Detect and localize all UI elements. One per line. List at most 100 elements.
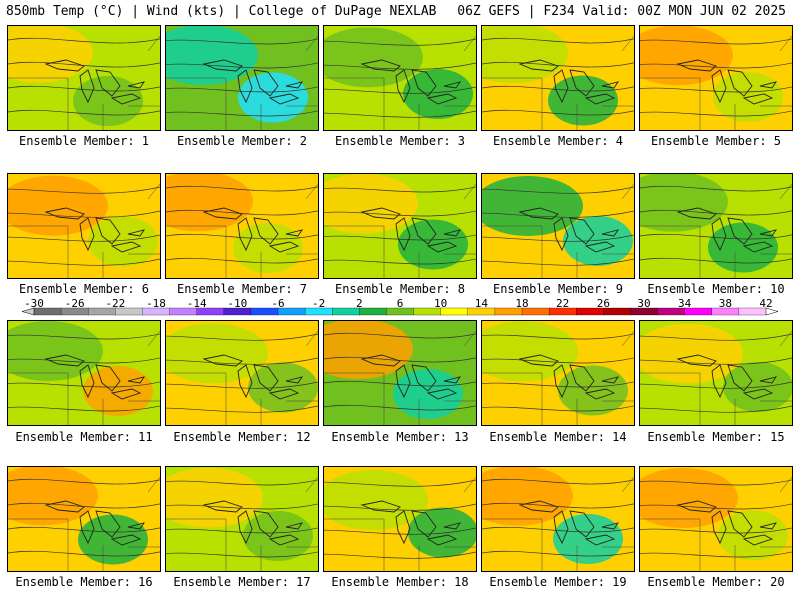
wind-streamline [640, 551, 792, 558]
colorbar-tick-label: -2 [312, 297, 326, 310]
state-borders [640, 330, 792, 425]
wind-streamline [8, 234, 160, 242]
wind-streamline [482, 526, 634, 533]
ensemble-map-5 [639, 25, 793, 131]
wind-streamline [324, 527, 476, 535]
great-lakes-outline [676, 500, 778, 546]
wind-streamline [482, 333, 634, 340]
wind-streamline [8, 381, 160, 388]
wind-streamline [8, 61, 160, 68]
ensemble-member-label: Ensemble Member: 14 [489, 430, 627, 444]
colorbar-tick-label: 22 [556, 297, 570, 310]
temperature-contour-region [8, 26, 93, 83]
ensemble-map-16 [7, 466, 161, 572]
temperature-field-map [324, 174, 476, 278]
ensemble-member-label: Ensemble Member: 19 [489, 575, 627, 589]
temperature-contour-region [8, 175, 108, 236]
wind-streamline [640, 38, 792, 45]
ensemble-member-label: Ensemble Member: 12 [173, 430, 311, 444]
wind-streamline [482, 109, 634, 116]
state-borders [8, 183, 160, 278]
wind-streamline [166, 551, 318, 558]
temperature-field-map [166, 26, 318, 130]
state-borders [482, 35, 634, 130]
temperature-field-map [324, 467, 476, 571]
great-lakes-outline [360, 354, 462, 400]
state-borders [166, 183, 318, 278]
state-borders [482, 330, 634, 425]
state-borders [166, 35, 318, 130]
great-lakes-outline [44, 59, 146, 105]
temperature-field-map [482, 321, 634, 425]
wind-streamline [640, 185, 792, 192]
wind-streamline [8, 186, 160, 194]
wind-streamline [166, 527, 318, 534]
temperature-field-map [482, 26, 634, 130]
wind-streamline [166, 503, 318, 510]
great-lakes-outline [518, 500, 620, 546]
ensemble-map-15 [639, 320, 793, 426]
wind-streamline [166, 209, 318, 216]
temperature-contour-region [640, 26, 733, 86]
temperature-contour-region [243, 511, 313, 561]
temperature-field-map [640, 467, 792, 571]
great-lakes-outline [676, 207, 778, 253]
temperature-contour-region [73, 76, 143, 126]
ensemble-member-label: Ensemble Member: 17 [173, 575, 311, 589]
colorbar-max-arrow [765, 307, 779, 316]
temperature-field-map [324, 26, 476, 130]
wind-streamline [8, 526, 160, 533]
colorbar-tick-label: 18 [515, 297, 529, 310]
ensemble-map-4 [481, 25, 635, 131]
wind-streamline [324, 551, 476, 559]
wind-streamline [640, 233, 792, 240]
wind-streamline [324, 356, 476, 363]
temperature-contour-region [8, 321, 103, 381]
wind-streamline [8, 478, 160, 485]
wind-streamline [324, 258, 476, 265]
ensemble-map-7 [165, 173, 319, 279]
great-lakes-outline [518, 354, 620, 400]
wind-streamline [166, 233, 318, 240]
state-borders [8, 476, 160, 571]
temperature-contour-region [166, 26, 258, 85]
temperature-contour-region [718, 510, 788, 561]
wind-streamline [324, 332, 476, 339]
ensemble-map-6 [7, 173, 161, 279]
ensemble-map-20 [639, 466, 793, 572]
ensemble-map-9 [481, 173, 635, 279]
temperature-field-map [8, 174, 160, 278]
colorbar-tick-label: 10 [434, 297, 448, 310]
wind-streamline [166, 110, 318, 117]
wind-streamline [324, 210, 476, 217]
wind-streamline [482, 478, 634, 485]
temperature-field-map [640, 174, 792, 278]
state-borders [324, 183, 476, 278]
ensemble-member-label: Ensemble Member: 6 [18, 282, 150, 296]
colorbar-tick-label: -26 [64, 297, 85, 310]
great-lakes-outline [518, 59, 620, 105]
ensemble-member-label: Ensemble Member: 1 [18, 134, 150, 148]
temperature-field-map [640, 321, 792, 425]
temperature-field-map [166, 174, 318, 278]
map-title: 850mb Temp (°C) | Wind (kts) | College o… [6, 4, 437, 19]
temperature-contour-region [640, 323, 743, 384]
temperature-field-map [482, 174, 634, 278]
ensemble-member-label: Ensemble Member: 20 [647, 575, 785, 589]
temperature-field-map [640, 26, 792, 130]
ensemble-map-19 [481, 466, 635, 572]
colorbar-tick-label: 2 [356, 297, 363, 310]
wind-streamline [8, 357, 160, 364]
ensemble-member-label: Ensemble Member: 7 [176, 282, 308, 296]
state-borders [8, 35, 160, 130]
colorbar-tick-label: 30 [637, 297, 651, 310]
ensemble-member-label: Ensemble Member: 3 [334, 134, 466, 148]
state-borders [482, 183, 634, 278]
wind-streamline [640, 62, 792, 69]
ensemble-map-12 [165, 320, 319, 426]
state-borders [640, 476, 792, 571]
temperature-contour-region [482, 26, 568, 83]
ensemble-member-label: Ensemble Member: 10 [647, 282, 785, 296]
colorbar-tick-label: 38 [718, 297, 732, 310]
